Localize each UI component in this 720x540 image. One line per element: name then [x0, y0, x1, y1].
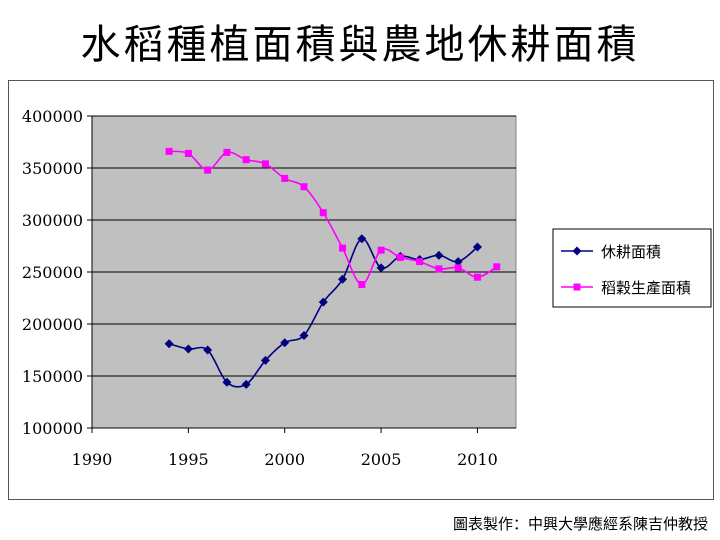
data-point-fallow [338, 274, 348, 284]
data-point-rice [184, 149, 192, 157]
data-point-fallow [164, 339, 174, 349]
data-point-fallow [472, 242, 482, 252]
x-tick-label: 2010 [457, 450, 498, 469]
legend-marker-rice [573, 283, 581, 291]
y-tick-label: 250000 [22, 263, 83, 282]
x-tick-label: 2000 [264, 450, 305, 469]
data-point-rice [223, 148, 231, 156]
data-point-fallow [318, 297, 328, 307]
x-tick-label: 2005 [361, 450, 402, 469]
y-tick-label: 100000 [22, 419, 83, 438]
data-point-rice [261, 160, 269, 168]
legend-label-rice: 稻穀生產面積 [601, 279, 691, 297]
data-point-rice [454, 264, 462, 272]
data-point-fallow [203, 345, 213, 355]
data-point-fallow [280, 338, 290, 348]
y-tick-label: 350000 [22, 159, 83, 178]
legend-marker-fallow [572, 246, 582, 256]
data-point-rice [300, 183, 308, 191]
legend-label-fallow: 休耕面積 [601, 243, 661, 261]
y-tick-label: 400000 [22, 107, 83, 126]
data-point-fallow [183, 344, 193, 354]
data-point-fallow [376, 263, 386, 273]
data-point-rice [319, 209, 327, 217]
data-point-rice [493, 263, 501, 271]
data-point-rice [339, 244, 347, 252]
data-point-rice [204, 166, 212, 174]
data-point-rice [358, 280, 366, 288]
data-point-rice [396, 253, 404, 261]
data-point-fallow [241, 379, 251, 389]
data-point-fallow [222, 377, 232, 387]
x-tick-label: 1995 [168, 450, 209, 469]
data-point-rice [435, 265, 443, 273]
chart-credit: 圖表製作：中興大學應經系陳吉仲教授 [452, 515, 708, 533]
data-point-fallow [357, 234, 367, 244]
data-point-rice [281, 174, 289, 182]
chart-svg: 100000 150000 200000 250000 300000 350000 4000… [22, 107, 712, 469]
data-point-fallow [260, 355, 270, 365]
chart-frame: 100000 150000 200000 250000 300000 350000 4000… [8, 80, 714, 500]
x-tick-label: 1990 [72, 450, 113, 469]
data-point-rice [416, 258, 424, 266]
y-tick-label: 150000 [22, 367, 83, 386]
data-point-rice [242, 156, 250, 164]
data-point-rice [377, 246, 385, 254]
data-point-fallow [299, 330, 309, 340]
y-tick-label: 300000 [22, 211, 83, 230]
data-point-rice [473, 273, 481, 281]
data-point-fallow [453, 257, 463, 267]
slide-title: 水稻種植面積與農地休耕面積 [80, 22, 640, 68]
data-point-fallow [434, 250, 444, 260]
data-point-rice [165, 147, 173, 155]
legend-box [552, 228, 712, 308]
y-tick-label: 200000 [22, 315, 83, 334]
